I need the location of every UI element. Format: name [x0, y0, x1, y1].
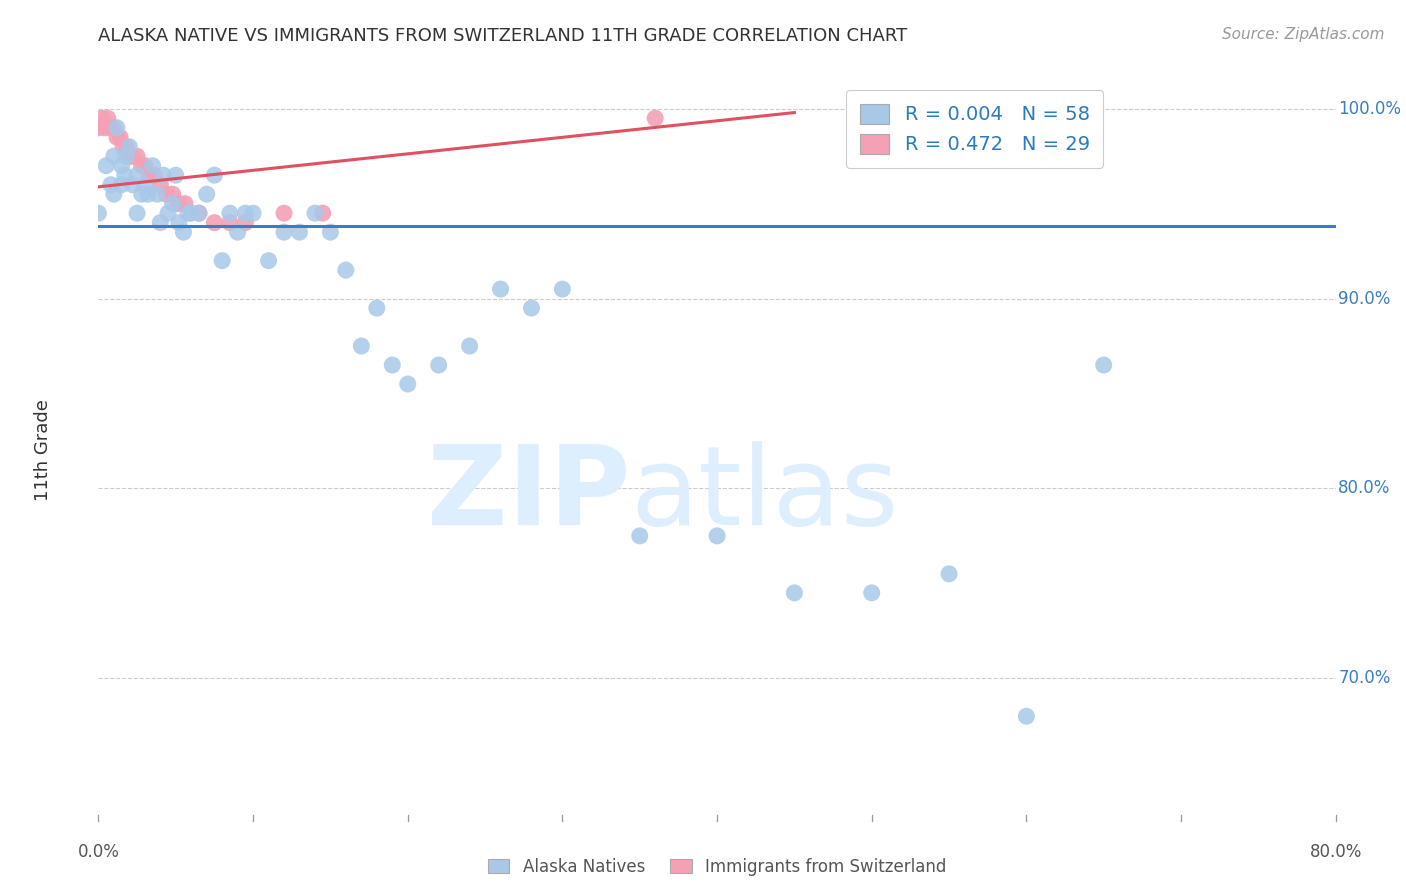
- Point: [304, 206, 326, 220]
- Point: [105, 120, 128, 135]
- Text: ALASKA NATIVE VS IMMIGRANTS FROM SWITZERLAND 11TH GRADE CORRELATION CHART: ALASKA NATIVE VS IMMIGRANTS FROM SWITZER…: [98, 27, 908, 45]
- Point: [204, 216, 226, 230]
- Point: [165, 168, 187, 182]
- Point: [87, 206, 110, 220]
- Point: [114, 168, 136, 182]
- Text: 100.0%: 100.0%: [1339, 100, 1402, 118]
- Point: [112, 139, 135, 153]
- Point: [174, 196, 197, 211]
- Point: [366, 301, 388, 315]
- Text: 90.0%: 90.0%: [1339, 290, 1391, 308]
- Point: [121, 178, 143, 192]
- Point: [136, 187, 159, 202]
- Point: [103, 120, 125, 135]
- Point: [312, 206, 335, 220]
- Text: 11th Grade: 11th Grade: [34, 400, 52, 501]
- Point: [149, 216, 172, 230]
- Point: [90, 112, 112, 126]
- Point: [96, 159, 118, 173]
- Text: 80.0%: 80.0%: [1309, 844, 1362, 862]
- Point: [127, 206, 149, 220]
- Point: [938, 566, 960, 581]
- Text: 80.0%: 80.0%: [1339, 479, 1391, 498]
- Point: [146, 187, 169, 202]
- Point: [233, 206, 257, 220]
- Point: [489, 282, 512, 296]
- Point: [551, 282, 574, 296]
- Point: [628, 529, 651, 543]
- Point: [233, 216, 257, 230]
- Point: [219, 216, 242, 230]
- Point: [273, 225, 295, 239]
- Point: [177, 206, 200, 220]
- Point: [141, 159, 165, 173]
- Point: [131, 187, 153, 202]
- Point: [273, 206, 295, 220]
- Point: [458, 339, 481, 353]
- Point: [219, 206, 242, 220]
- Point: [350, 339, 373, 353]
- Point: [87, 120, 110, 135]
- Point: [149, 178, 172, 192]
- Point: [335, 263, 357, 277]
- Point: [1015, 709, 1038, 723]
- Point: [226, 225, 249, 239]
- Point: [257, 253, 280, 268]
- Text: 0.0%: 0.0%: [77, 844, 120, 862]
- Point: [195, 187, 218, 202]
- Point: [97, 112, 120, 126]
- Point: [520, 301, 543, 315]
- Point: [100, 120, 122, 135]
- Point: [157, 206, 180, 220]
- Point: [188, 206, 211, 220]
- Point: [105, 130, 128, 145]
- Point: [100, 178, 122, 192]
- Point: [121, 149, 143, 163]
- Point: [152, 168, 174, 182]
- Point: [131, 159, 153, 173]
- Point: [118, 149, 141, 163]
- Legend: Alaska Natives, Immigrants from Switzerland: Alaska Natives, Immigrants from Switzerl…: [481, 851, 953, 883]
- Point: [242, 206, 264, 220]
- Point: [167, 216, 190, 230]
- Point: [93, 120, 115, 135]
- Point: [115, 139, 138, 153]
- Point: [103, 149, 125, 163]
- Point: [1092, 358, 1115, 372]
- Point: [706, 529, 728, 543]
- Point: [860, 586, 883, 600]
- Point: [167, 196, 190, 211]
- Point: [111, 159, 132, 173]
- Text: Source: ZipAtlas.com: Source: ZipAtlas.com: [1222, 27, 1385, 42]
- Point: [396, 377, 419, 392]
- Point: [288, 225, 311, 239]
- Point: [427, 358, 450, 372]
- Point: [118, 139, 141, 153]
- Point: [162, 187, 184, 202]
- Point: [115, 149, 138, 163]
- Point: [211, 253, 233, 268]
- Point: [103, 187, 125, 202]
- Point: [108, 130, 131, 145]
- Point: [783, 586, 806, 600]
- Point: [162, 196, 184, 211]
- Point: [143, 168, 166, 182]
- Point: [172, 225, 194, 239]
- Point: [319, 225, 342, 239]
- Point: [111, 178, 132, 192]
- Point: [134, 178, 156, 192]
- Point: [644, 112, 666, 126]
- Point: [381, 358, 404, 372]
- Point: [155, 187, 177, 202]
- Point: [188, 206, 211, 220]
- Point: [138, 168, 160, 182]
- Text: ZIP: ZIP: [427, 442, 630, 549]
- Point: [134, 159, 156, 173]
- Point: [127, 149, 149, 163]
- Text: 70.0%: 70.0%: [1339, 669, 1391, 687]
- Point: [180, 206, 202, 220]
- Point: [127, 168, 149, 182]
- Text: atlas: atlas: [630, 442, 898, 549]
- Point: [204, 168, 226, 182]
